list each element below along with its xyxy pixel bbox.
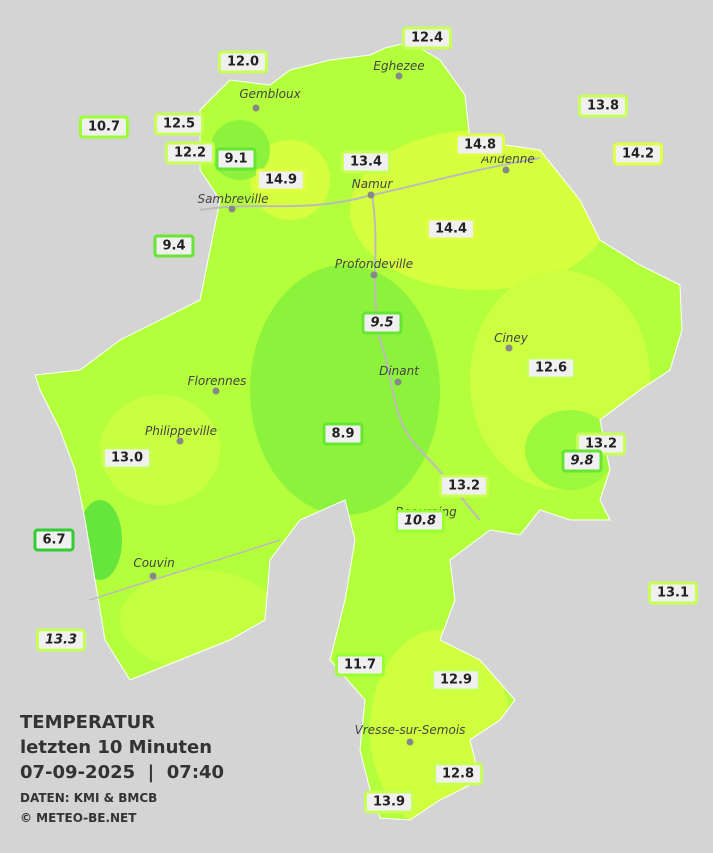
town-dot: [228, 205, 236, 213]
station-value: 9.5: [361, 311, 403, 335]
town-dot: [395, 72, 403, 80]
station-value: 10.7: [78, 115, 130, 139]
town-dot: [394, 378, 402, 386]
station-value: 13.8: [577, 94, 629, 118]
town-dot: [502, 166, 510, 174]
station-value: 13.2: [438, 474, 490, 498]
caption-datetime: 07-09-2025 | 07:40: [20, 762, 225, 783]
station-value: 8.9: [322, 422, 364, 446]
town-label: Gembloux: [239, 87, 301, 101]
town-label: Ciney: [494, 331, 528, 345]
town-label: Profondeville: [334, 257, 414, 271]
town-dot: [367, 191, 375, 199]
station-value: 9.8: [561, 449, 603, 473]
station-value: 13.4: [340, 150, 392, 174]
station-value: 9.1: [215, 147, 257, 171]
town-dot: [212, 387, 220, 395]
station-value: 13.9: [363, 790, 415, 814]
station-value: 13.3: [35, 628, 87, 652]
station-value: 12.0: [217, 50, 269, 74]
station-value: 14.2: [612, 142, 664, 166]
caption-subtitle: letzten 10 Minuten: [20, 737, 213, 758]
town-dot: [406, 738, 414, 746]
station-value: 12.9: [430, 668, 482, 692]
station-value: 10.8: [394, 509, 446, 533]
town-label: Couvin: [133, 556, 175, 570]
station-value: 14.9: [255, 168, 307, 192]
caption-title: TEMPERATUR: [20, 712, 156, 733]
station-value: 11.7: [334, 653, 386, 677]
town-dot: [252, 104, 260, 112]
caption-source: DATEN: KMI & BMCB: [20, 791, 158, 805]
town-dot: [176, 437, 184, 445]
station-value: 14.4: [425, 217, 477, 241]
caption-copyright: © METEO-BE.NET: [20, 811, 137, 825]
town-label: Sambreville: [197, 192, 269, 206]
station-value: 12.5: [153, 112, 205, 136]
station-value: 13.0: [101, 446, 153, 470]
station-value: 12.6: [525, 356, 577, 380]
town-label: Philippeville: [145, 424, 217, 438]
station-value: 14.8: [454, 133, 506, 157]
town-label: Dinant: [379, 364, 419, 378]
town-dot: [505, 344, 513, 352]
town-label: Florennes: [187, 374, 247, 388]
station-value: 12.2: [164, 141, 216, 165]
station-value: 12.8: [432, 762, 484, 786]
town-label: Eghezee: [373, 59, 425, 73]
town-label: Vresse-sur-Semois: [354, 723, 466, 737]
station-value: 9.4: [153, 234, 195, 258]
station-value: 6.7: [33, 528, 75, 552]
town-dot: [149, 572, 157, 580]
station-value: 13.1: [647, 581, 699, 605]
station-value: 12.4: [401, 26, 453, 50]
town-label: Namur: [351, 177, 393, 191]
town-dot: [370, 271, 378, 279]
river: [89, 539, 281, 601]
